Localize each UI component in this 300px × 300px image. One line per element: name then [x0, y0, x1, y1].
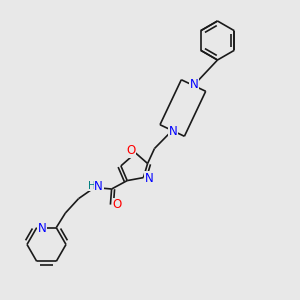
Text: O: O	[112, 198, 122, 211]
Text: O: O	[127, 144, 136, 157]
Text: N: N	[190, 78, 199, 91]
Text: H: H	[88, 181, 96, 191]
Text: N: N	[94, 180, 103, 193]
Text: N: N	[168, 125, 177, 138]
Text: N: N	[145, 172, 154, 185]
Text: N: N	[38, 222, 46, 235]
